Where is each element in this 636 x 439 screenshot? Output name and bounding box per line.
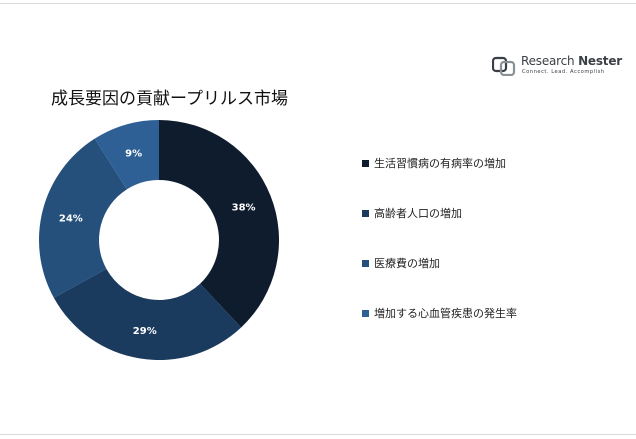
top-divider: [0, 3, 636, 4]
legend-label: 生活習慣病の有病率の増加: [374, 157, 506, 170]
legend-swatch: [362, 210, 369, 217]
data-label-slice-1: 38%: [232, 203, 256, 214]
brand-tagline: Connect. Lead. Accomplish: [522, 69, 605, 75]
donut-slice-2: [53, 268, 242, 361]
brand-logo: Research Nester Connect. Lead. Accomplis…: [492, 53, 622, 79]
legend-swatch: [362, 160, 369, 167]
donut-slice-1: [159, 120, 279, 328]
data-label-slice-3: 24%: [59, 213, 83, 224]
chart-title: 成長要因の貢献ープリルス市場: [51, 89, 288, 109]
bottom-divider: [0, 434, 636, 435]
legend-swatch: [362, 310, 369, 317]
legend-label: 医療費の増加: [374, 257, 440, 270]
donut-slice-3: [38, 138, 127, 298]
data-label-slice-4: 9%: [125, 149, 142, 160]
data-label-slice-2: 29%: [133, 326, 157, 337]
donut-slice-4: [94, 120, 159, 190]
brand-name: Research Nester: [521, 54, 622, 68]
legend-label: 増加する心血管疾患の発生率: [374, 307, 517, 320]
legend-swatch: [362, 260, 369, 267]
research-nester-logo-icon: [492, 56, 516, 76]
legend-label: 高齢者人口の増加: [374, 207, 462, 220]
